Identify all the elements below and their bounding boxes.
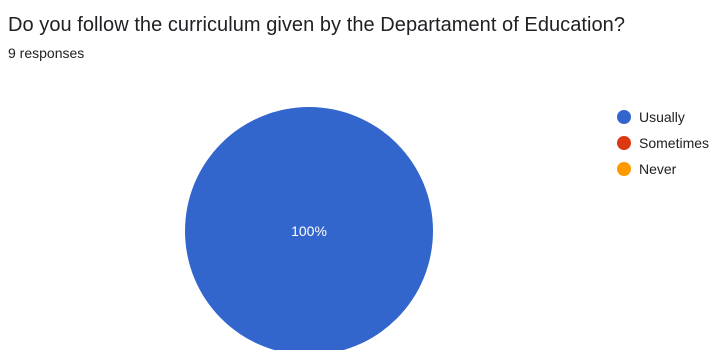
legend-label-usually: Usually: [639, 109, 685, 125]
pie-slices: [185, 107, 433, 350]
response-count: 9 responses: [8, 45, 85, 61]
pie-slice-labels: 100%: [291, 223, 327, 239]
legend: Usually Sometimes Never: [617, 109, 709, 177]
legend-item-sometimes: Sometimes: [617, 135, 709, 151]
legend-item-never: Never: [617, 161, 677, 177]
legend-label-sometimes: Sometimes: [639, 135, 709, 151]
legend-item-usually: Usually: [617, 109, 685, 125]
legend-swatch-sometimes: [617, 136, 631, 150]
legend-swatch-never: [617, 162, 631, 176]
question-title: Do you follow the curriculum given by th…: [8, 14, 626, 36]
legend-label-never: Never: [639, 161, 677, 177]
legend-swatch-usually: [617, 110, 631, 124]
pie-slice-usually: [185, 107, 433, 350]
pie-slice-label-usually: 100%: [291, 223, 327, 239]
